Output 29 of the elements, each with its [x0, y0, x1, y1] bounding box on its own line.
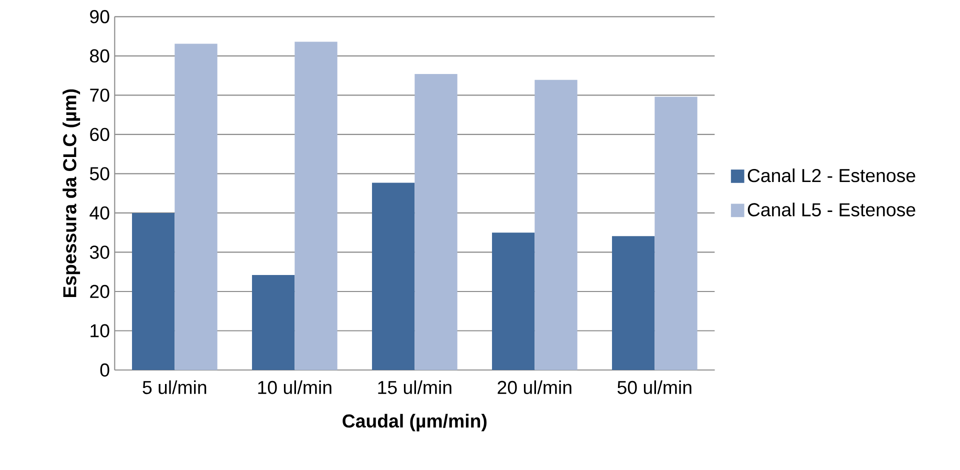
y-tick-label: 90 — [90, 10, 110, 24]
bar — [414, 74, 458, 370]
x-tick-label: 10 ul/min — [258, 380, 332, 394]
bar — [252, 274, 295, 370]
y-tick-label: 60 — [90, 128, 110, 142]
x-tick-label: 50 ul/min — [618, 380, 692, 394]
legend-label: Canal L5 - Estenose — [748, 202, 916, 216]
bar — [132, 212, 175, 370]
bar — [492, 232, 535, 370]
y-axis-title: Espessura da CLC (µm) — [62, 89, 80, 298]
bar — [174, 44, 218, 370]
x-tick-label: 15 ul/min — [378, 380, 452, 394]
bar — [534, 80, 578, 370]
y-tick-label: 10 — [90, 324, 110, 338]
bar — [612, 236, 655, 370]
y-tick-label: 50 — [90, 167, 110, 180]
bar — [372, 182, 415, 370]
y-tick-label: 40 — [90, 206, 110, 220]
y-tick-label: 70 — [90, 88, 110, 102]
legend-label: Canal L2 - Estenose — [748, 168, 916, 182]
y-tick-label: 20 — [90, 284, 110, 298]
bar — [294, 42, 338, 370]
y-tick-label: 80 — [90, 49, 110, 63]
x-axis-title: Caudal (µm/min) — [342, 414, 487, 432]
y-tick-label: 30 — [90, 246, 110, 259]
y-tick-label: 0 — [100, 363, 110, 377]
x-tick-label: 5 ul/min — [142, 380, 206, 394]
x-tick-label: 20 ul/min — [498, 380, 572, 394]
bar — [654, 96, 698, 370]
